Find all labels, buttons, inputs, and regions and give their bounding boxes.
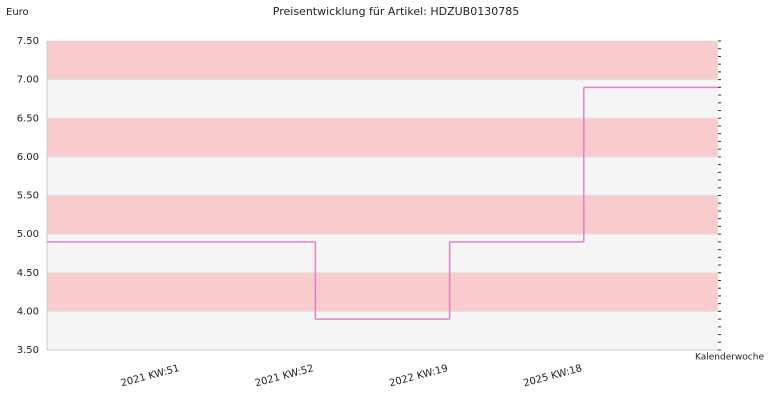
y-tick-label: 4.50 <box>17 268 39 279</box>
y-tick-label: 7.50 <box>17 36 39 47</box>
y-tick-label: 3.50 <box>17 345 39 356</box>
y-tick-label: 6.00 <box>17 152 39 163</box>
band <box>47 195 718 235</box>
band <box>47 311 718 350</box>
band <box>47 79 718 119</box>
x-tick-label: 2021 KW:51 <box>120 363 181 389</box>
y-tick-label: 6.50 <box>17 113 39 124</box>
x-tick-label: 2025 KW:18 <box>522 363 583 389</box>
band <box>47 272 718 312</box>
y-tick-label: 5.50 <box>17 191 39 202</box>
x-tick-label: 2021 KW:52 <box>254 363 315 389</box>
band <box>47 118 718 157</box>
x-axis-label: Kalenderwoche <box>695 353 764 363</box>
y-tick-label: 7.00 <box>17 75 39 86</box>
y-tick-label: 4.00 <box>17 306 39 317</box>
band <box>47 234 718 273</box>
band <box>47 156 718 196</box>
x-tick-label: 2022 KW:19 <box>388 363 449 389</box>
band <box>47 41 718 80</box>
chart-title: Preisentwicklung für Artikel: HDZUB01307… <box>273 5 519 18</box>
y-axis-label: Euro <box>6 7 29 18</box>
y-tick-label: 5.00 <box>17 229 39 240</box>
